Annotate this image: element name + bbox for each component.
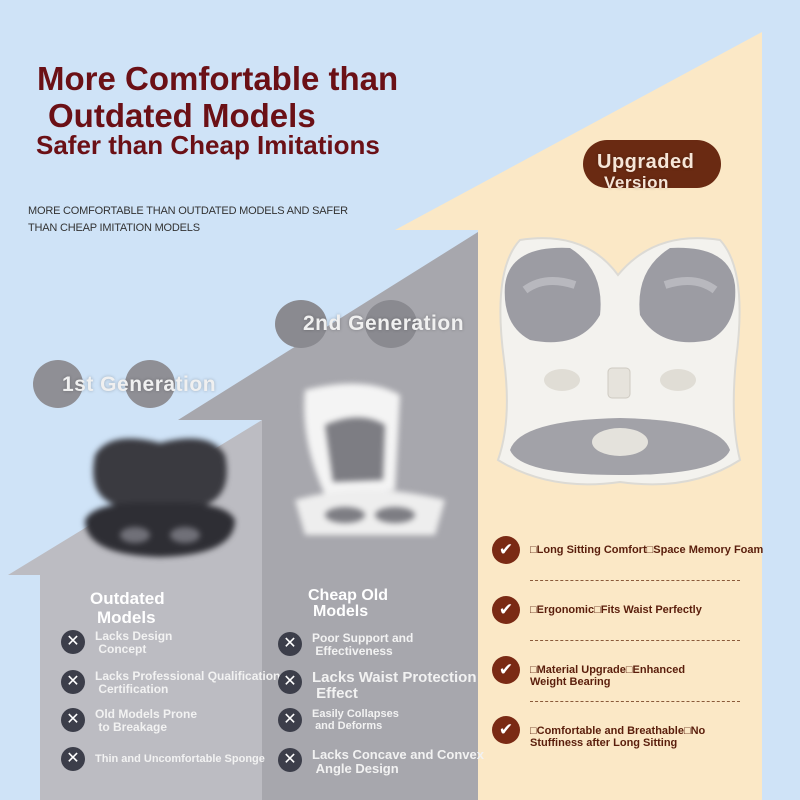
feature-divider <box>530 580 740 581</box>
x-circle-icon: ✕ <box>278 632 302 656</box>
x-circle-icon: ✕ <box>61 670 85 694</box>
check-circle-icon: ✔ <box>492 716 520 744</box>
headline-line-1: More Comfortable than <box>37 60 399 97</box>
subtitle-line-1: MORE COMFORTABLE THAN OUTDATED MODELS AN… <box>28 205 348 217</box>
subtitle-line-2: THAN CHEAP IMITATION MODELS <box>28 222 200 234</box>
outdated-title-line-1: Outdated <box>90 589 165 608</box>
upgraded-label-line-1: Upgraded <box>597 151 695 173</box>
second-gen-blob-left <box>275 300 327 348</box>
x-circle-icon: ✕ <box>278 748 302 772</box>
headline-line-3: Safer than Cheap Imitations <box>36 130 380 160</box>
check-circle-icon: ✔ <box>492 656 520 684</box>
feature-divider <box>530 640 740 641</box>
second-gen-cushion-image <box>295 383 445 535</box>
x-circle-icon: ✕ <box>278 670 302 694</box>
first-gen-blob-left <box>33 360 83 408</box>
feature-divider <box>530 701 740 702</box>
upgraded-feature-item: ✔ □Material Upgrade□Enhanced Weight Beari… <box>492 656 685 688</box>
upgraded-badge <box>583 140 721 188</box>
cheap-item: ✕ Easily Collapses and Deforms <box>278 708 399 732</box>
x-circle-icon: ✕ <box>61 630 85 654</box>
cheap-item: ✕ Lacks Concave and Convex Angle Design <box>278 748 484 776</box>
outdated-item: ✕ Thin and Uncomfortable Sponge <box>61 747 265 771</box>
headline-line-2: Outdated Models <box>48 97 316 134</box>
upgraded-feature-item: ✔ □Comfortable and Breathable□No Stuffine… <box>492 716 705 749</box>
check-circle-icon: ✔ <box>492 536 520 564</box>
cheap-item: ✕ Poor Support and Effectiveness <box>278 632 413 658</box>
cheap-title-line-1: Cheap Old <box>308 587 389 604</box>
second-generation-label: 2nd Generation <box>303 312 465 335</box>
upgraded-label-line-2: Version <box>604 173 669 192</box>
second-gen-blob-right <box>365 300 417 348</box>
x-circle-icon: ✕ <box>61 747 85 771</box>
cheap-item: ✕ Lacks Waist Protection Effect <box>278 670 477 702</box>
first-gen-cushion-image <box>85 438 235 557</box>
upgraded-cushion-image <box>496 237 742 486</box>
first-generation-label: 1st Generation <box>62 373 217 396</box>
x-circle-icon: ✕ <box>61 708 85 732</box>
cheap-title-line-2: Models <box>313 603 369 620</box>
outdated-item: ✕ Lacks Professional Qualification Certi… <box>61 670 280 696</box>
outdated-item: ✕ Old Models Prone to Breakage <box>61 708 197 734</box>
x-circle-icon: ✕ <box>278 708 302 732</box>
outdated-item: ✕ Lacks Design Concept <box>61 630 172 656</box>
outdated-title-line-2: Models <box>97 608 156 627</box>
upgraded-feature-item: ✔ □Ergonomic□Fits Waist Perfectly <box>492 596 702 624</box>
first-gen-blob-right <box>125 360 175 408</box>
upgraded-feature-item: ✔ □Long Sitting Comfort□Space Memory Foa… <box>492 536 763 564</box>
check-circle-icon: ✔ <box>492 596 520 624</box>
